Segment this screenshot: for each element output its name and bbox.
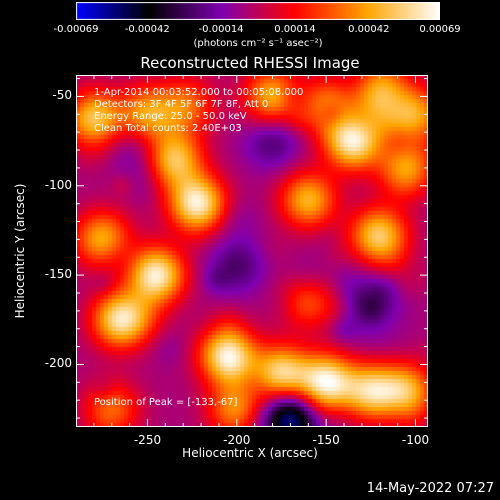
y-tick-label: -100: [44, 177, 72, 192]
annotation-time-range: 1-Apr-2014 00:03:52.000 to 00:05:08.000: [94, 87, 304, 98]
x-tick-label: -150: [312, 433, 340, 447]
annotation-energy-range: Energy Range: 25.0 - 50.0 keV: [94, 111, 247, 122]
annotation-detectors: Detectors: 3F 4F 5F 6F 7F 8F, Att 0: [94, 99, 269, 110]
timestamp: 14-May-2022 07:27: [366, 481, 494, 496]
colorbar: [76, 2, 440, 20]
x-tick-label: -100: [401, 433, 430, 447]
plot-area: 1-Apr-2014 00:03:52.000 to 00:05:08.000 …: [76, 75, 428, 427]
x-tick-label: -200: [223, 433, 251, 447]
colorbar-tick-label: -0.00014: [198, 24, 244, 35]
colorbar-gradient: [76, 2, 440, 20]
plot-frame-border: [76, 75, 428, 427]
y-tick-label: -200: [44, 356, 72, 371]
colorbar-tick-label: 0.00069: [419, 24, 461, 35]
x-tick-label: -250: [133, 433, 162, 447]
colorbar-tick-label: 0.00014: [274, 24, 316, 35]
colorbar-unit-label: (photons cm⁻² s⁻¹ asec⁻²): [193, 38, 323, 49]
colorbar-tick-label: 0.00042: [348, 24, 390, 35]
chart-title: Reconstructed RHESSI Image: [140, 54, 360, 72]
y-tick-label: -50: [52, 88, 72, 103]
colorbar-tick-label: -0.00069: [53, 24, 99, 35]
plot-axes: [76, 75, 428, 427]
annotation-clean-counts: Clean Total counts: 2.40E+03: [94, 123, 242, 134]
y-axis-label: Heliocentric Y (arcsec): [13, 183, 27, 319]
peak-position-label: Position of Peak = [-133,-67]: [94, 397, 238, 408]
y-tick-label: -150: [44, 267, 72, 282]
heatmap-image: [76, 75, 428, 427]
x-axis-label: Heliocentric X (arcsec): [182, 446, 318, 460]
colorbar-tick-label: -0.00042: [124, 24, 170, 35]
